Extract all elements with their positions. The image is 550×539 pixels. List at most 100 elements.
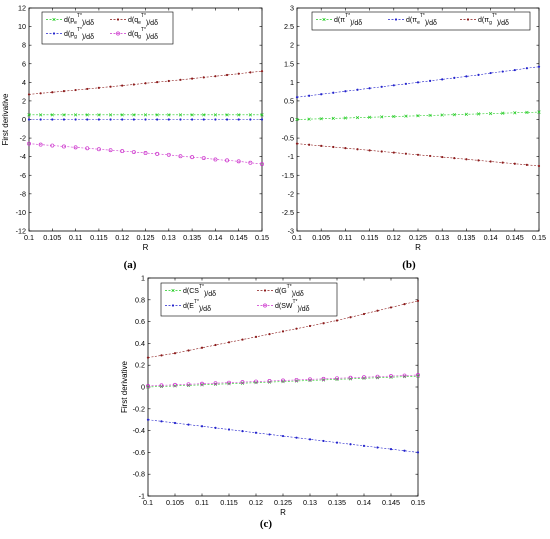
series-4 [27, 141, 264, 167]
legend-entry: d(peT*)/dδ [46, 13, 94, 27]
data-point [452, 113, 456, 117]
data-point [389, 374, 393, 379]
data-point [362, 375, 366, 380]
legend-box [41, 11, 174, 45]
data-point [39, 118, 42, 121]
y-tick-label: -1.5 [282, 171, 294, 180]
legend-marker [263, 303, 267, 308]
legend-label: d(peT*)/dδ [64, 13, 94, 27]
data-point [132, 118, 135, 121]
legend-label: d(πgT*)/dδ [478, 13, 509, 27]
legend-entry: d(πT*)/dδ [316, 13, 362, 27]
data-point [295, 436, 298, 439]
data-point [166, 152, 171, 157]
data-point [109, 118, 112, 121]
series-2 [295, 65, 541, 99]
data-point [441, 78, 444, 81]
data-point [73, 113, 78, 117]
series-line [296, 66, 540, 98]
data-point [335, 376, 339, 381]
y-tick-label: 0.2 [135, 361, 145, 370]
legend-marker [171, 288, 175, 293]
series-3 [146, 418, 420, 454]
data-point [200, 425, 204, 428]
data-point [156, 81, 159, 84]
y-tick-label: 0 [22, 115, 26, 124]
data-point [214, 343, 217, 347]
data-point [403, 449, 406, 452]
data-point [51, 91, 54, 94]
data-point [167, 79, 170, 83]
data-point [249, 71, 252, 74]
legend-marker [116, 31, 120, 36]
data-point [227, 341, 231, 344]
x-tick-label: 0.145 [506, 233, 524, 242]
data-point [27, 141, 31, 146]
data-point [295, 96, 299, 99]
x-tick-label: 0.1 [292, 233, 302, 242]
data-point [308, 324, 312, 328]
x-axis-label: R [143, 243, 149, 252]
data-point [155, 151, 160, 156]
data-point [191, 118, 194, 121]
data-point [86, 118, 89, 121]
data-point [178, 113, 183, 117]
data-point [146, 356, 150, 359]
y-tick-label: -1 [139, 492, 145, 501]
x-tick-label: 0.125 [409, 233, 427, 242]
x-tick-label: 0.105 [166, 498, 184, 507]
legend: d(πT*)/dδ d(πeT*)/dδ d(πgT*)/dδ [311, 11, 531, 31]
data-point [453, 157, 456, 160]
data-point [513, 68, 516, 72]
data-point [227, 428, 231, 431]
data-point [368, 149, 371, 152]
y-tick-label: -8 [20, 189, 26, 198]
legend-entry: d(CST*)/dδ [165, 284, 216, 298]
data-point [344, 90, 347, 93]
x-tick-label: 0.135 [328, 498, 346, 507]
x-axis-label: R [415, 243, 421, 252]
x-tick-label: 0.1 [143, 498, 153, 507]
series-3 [295, 142, 541, 168]
data-point [186, 382, 191, 387]
data-point [179, 118, 182, 121]
chart-panel-2: 0.1 0.105 0.11 0.115 0.12 0.125 0.13 0.135 0.14 0… [282, 4, 546, 272]
data-point [225, 118, 229, 121]
data-point [254, 335, 258, 338]
data-point [513, 111, 517, 115]
data-point [248, 160, 253, 165]
data-point [237, 118, 240, 121]
x-tick-label: 0.11 [339, 233, 352, 242]
x-tick-label: 0.14 [484, 233, 498, 242]
data-point [213, 113, 218, 117]
data-point [240, 380, 245, 385]
y-tick-label: -3 [288, 227, 294, 236]
x-tick-label: 0.105 [43, 233, 61, 242]
data-point [380, 150, 383, 153]
legend-label: d(πeT*)/dδ [406, 13, 437, 27]
data-point [225, 158, 229, 163]
legend-entry: d(pgT*)/dδ [46, 27, 94, 41]
data-point [109, 85, 112, 88]
legend-marker [52, 17, 56, 22]
legend-marker [52, 32, 56, 35]
data-point [416, 81, 420, 84]
x-tick-label: 0.145 [230, 233, 248, 242]
legend-entry: d(πeT*)/dδ [388, 13, 437, 27]
panel-label: (b) [402, 259, 416, 271]
data-point [202, 118, 205, 121]
data-point [525, 110, 529, 115]
data-point [332, 145, 335, 149]
series-line [147, 374, 419, 387]
data-point [120, 149, 125, 154]
data-point [477, 159, 480, 162]
plot-frame [296, 7, 540, 232]
data-point [225, 73, 229, 77]
x-tick-label: 0.115 [361, 233, 378, 242]
data-point [241, 338, 244, 341]
y-tick-label: 2.5 [284, 22, 294, 31]
series-1 [295, 110, 541, 122]
data-point [202, 113, 206, 117]
y-tick-label: 8 [22, 41, 26, 50]
